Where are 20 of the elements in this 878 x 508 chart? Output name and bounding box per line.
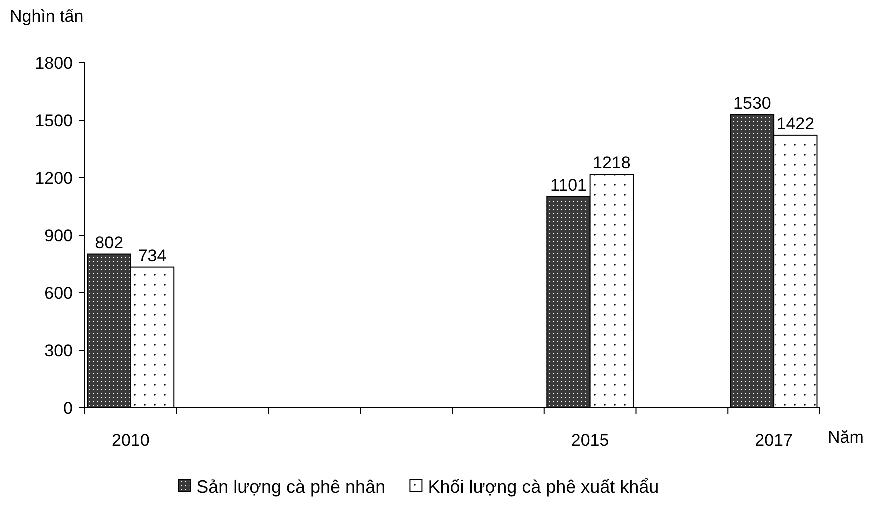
x-tick-label: 2015 — [571, 431, 610, 450]
legend-label: Khối lượng cà phê xuất khẩu — [428, 477, 660, 497]
y-axis-title: Nghìn tấn — [10, 7, 84, 26]
y-tick-label: 1500 — [35, 112, 73, 130]
data-label: 1530 — [734, 94, 772, 113]
y-tick-label: 300 — [44, 342, 73, 360]
y-tick-label: 1200 — [35, 169, 73, 188]
y-tick-label: 600 — [44, 284, 73, 303]
x-axis-title: Năm — [828, 428, 864, 447]
x-tick-label: 2017 — [755, 431, 793, 450]
data-label: 802 — [95, 233, 124, 252]
data-label: 1218 — [592, 154, 631, 173]
data-label: 1101 — [550, 176, 588, 195]
data-label: 1422 — [776, 114, 815, 134]
x-tick-label: 2010 — [112, 431, 150, 450]
data-label: 734 — [138, 246, 167, 266]
legend-label: Sản lượng cà phê nhân — [196, 477, 386, 497]
y-tick-label: 1800 — [35, 54, 73, 73]
y-tick-label: 900 — [44, 226, 73, 246]
y-tick-label: 0 — [64, 399, 73, 418]
